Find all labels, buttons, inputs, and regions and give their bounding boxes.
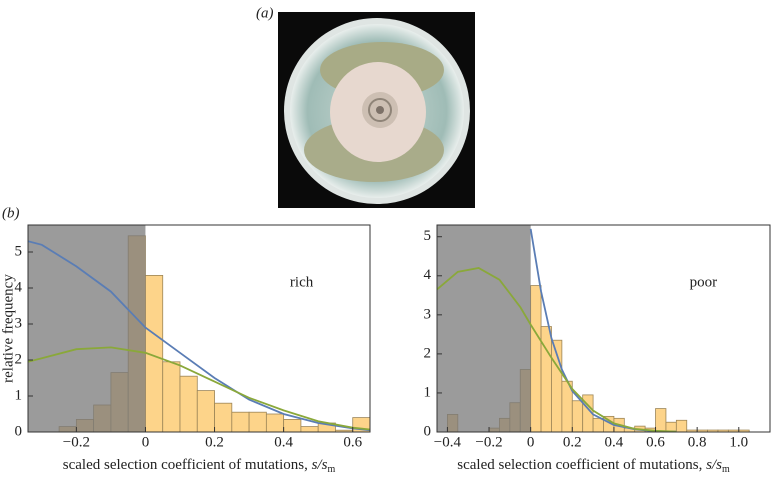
x-label-symbol: s/s	[706, 457, 722, 473]
panel-label: (b)	[2, 205, 20, 221]
x-tick-label: 0	[527, 434, 535, 450]
x-tick-label: −0.2	[63, 434, 90, 450]
y-tick-label: 1	[15, 387, 23, 403]
y-tick-label: 3	[15, 315, 23, 331]
bar	[283, 418, 302, 432]
fit-curve	[28, 346, 370, 431]
bar	[248, 411, 267, 432]
panel-label: (a)	[256, 5, 274, 21]
bar	[231, 411, 250, 432]
x-tick-label: 0.6	[646, 434, 665, 450]
y-tick-label: 2	[424, 345, 432, 361]
bar	[592, 417, 604, 432]
x-tick-label: 0.2	[563, 434, 582, 450]
x-tick-label: −0.2	[475, 434, 502, 450]
y-tick-label: 1	[424, 384, 432, 400]
annotation: rich	[290, 274, 314, 290]
x-tick-label: −0.4	[434, 434, 462, 450]
bar	[571, 400, 584, 432]
x-label-symbol: s/s	[312, 457, 328, 473]
x-axis-label: scaled selection coefficient of mutation…	[457, 457, 730, 475]
x-label-subscript: m	[327, 464, 335, 475]
plot-area	[28, 225, 370, 432]
bar	[179, 375, 198, 432]
plot-area	[437, 225, 750, 432]
fit-curve	[28, 240, 370, 432]
x-tick-label: 0.2	[205, 434, 224, 450]
x-tick-label: 1.0	[729, 434, 748, 450]
bar	[162, 361, 181, 432]
shaded-region	[437, 225, 531, 432]
bar	[530, 285, 542, 432]
shaded-region	[28, 225, 146, 432]
y-axis-label: relative frequency	[0, 274, 16, 383]
x-axis-label: scaled selection coefficient of mutation…	[63, 457, 336, 475]
y-tick-label: 5	[424, 228, 432, 244]
y-tick-label: 5	[15, 243, 23, 259]
x-label-text: scaled selection coefficient of mutation…	[63, 457, 312, 473]
bar	[300, 426, 319, 432]
x-label-text: scaled selection coefficient of mutation…	[457, 457, 706, 473]
x-tick-label: 0.4	[274, 434, 293, 450]
annotation: poor	[690, 274, 718, 290]
bar	[655, 408, 667, 432]
frame	[436, 224, 771, 433]
bar	[214, 402, 233, 432]
y-tick-label: 3	[424, 306, 432, 322]
bar	[675, 419, 688, 432]
frame	[27, 224, 371, 433]
bar	[265, 413, 285, 432]
y-tick-label: 2	[15, 351, 23, 367]
x-tick-label: 0.6	[343, 434, 362, 450]
fit-curve	[437, 267, 677, 432]
bar	[196, 390, 215, 432]
y-tick-label: 4	[424, 267, 432, 283]
x-tick-label: 0.8	[688, 434, 707, 450]
x-label-subscript: m	[722, 464, 730, 475]
y-tick-label: 0	[424, 423, 432, 439]
y-tick-label: 0	[15, 423, 23, 439]
x-tick-label: 0	[142, 434, 150, 450]
y-tick-label: 4	[15, 279, 23, 295]
x-tick-label: 0.4	[605, 434, 624, 450]
petri-dish-photo	[278, 12, 475, 208]
